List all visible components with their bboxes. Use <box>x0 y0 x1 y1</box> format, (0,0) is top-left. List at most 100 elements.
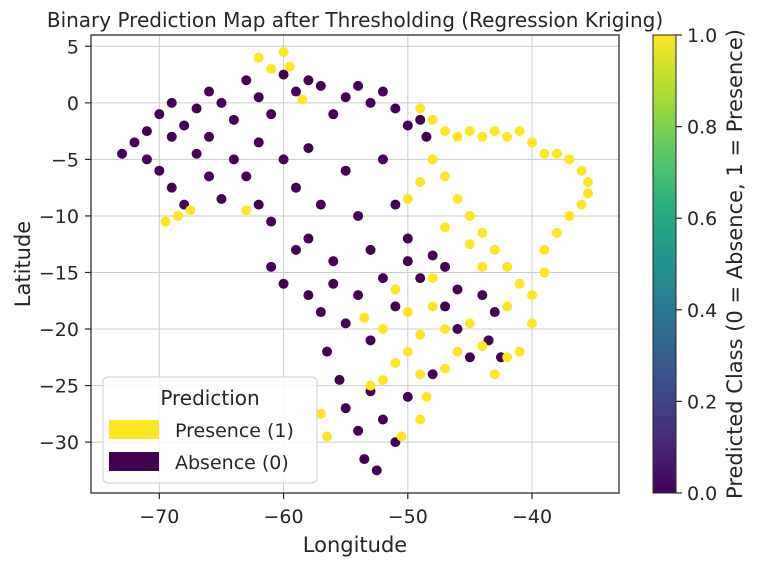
presence-point <box>253 52 264 63</box>
y-tick-label: 0 <box>67 93 79 115</box>
absence-point <box>340 403 351 414</box>
absence-point <box>154 109 165 120</box>
presence-point <box>477 227 488 238</box>
absence-point <box>365 97 376 108</box>
absence-point <box>402 233 413 244</box>
chart-title: Binary Prediction Map after Thresholding… <box>47 8 663 32</box>
colorbar-tick-label: 0.0 <box>687 483 717 505</box>
legend-label-presence: Presence (1) <box>175 420 294 442</box>
presence-point <box>452 193 463 204</box>
y-tick-label: −15 <box>39 262 79 284</box>
absence-point <box>328 256 339 267</box>
presence-point <box>365 380 376 391</box>
y-tick-label: −25 <box>39 376 79 398</box>
colorbar-ticks: 0.0 0.2 0.4 0.6 0.8 1.0 <box>676 25 717 505</box>
x-axis-label: Longitude <box>303 533 407 557</box>
absence-point <box>216 97 227 108</box>
absence-point <box>315 199 326 210</box>
absence-point <box>328 109 339 120</box>
absence-point <box>141 126 152 137</box>
absence-point <box>204 86 215 97</box>
legend: Prediction Presence (1) Absence (0) <box>102 376 318 484</box>
absence-point <box>328 278 339 289</box>
absence-point <box>290 182 301 193</box>
absence-point <box>117 148 128 159</box>
absence-point <box>228 154 239 165</box>
presence-point <box>427 301 438 312</box>
presence-point <box>415 369 426 380</box>
absence-point <box>241 75 252 86</box>
presence-point <box>489 369 500 380</box>
colorbar <box>652 34 677 494</box>
presence-point <box>415 329 426 340</box>
presence-point <box>527 137 538 148</box>
absence-point <box>204 131 215 142</box>
absence-point <box>377 414 388 425</box>
presence-point <box>539 267 550 278</box>
absence-point <box>353 290 364 301</box>
absence-point <box>290 86 301 97</box>
presence-point <box>527 318 538 329</box>
absence-point <box>390 103 401 114</box>
presence-point <box>477 131 488 142</box>
y-tick-label: −30 <box>39 432 79 454</box>
absence-point <box>464 352 475 363</box>
absence-point <box>191 103 202 114</box>
presence-point <box>464 318 475 329</box>
absence-point <box>303 290 314 301</box>
absence-point <box>402 256 413 267</box>
presence-point <box>514 126 525 137</box>
legend-swatch-absence <box>109 452 159 471</box>
presence-point <box>284 61 295 72</box>
y-axis-label: Latitude <box>11 221 35 307</box>
presence-point <box>489 126 500 137</box>
absence-point <box>166 182 177 193</box>
absence-point <box>390 301 401 312</box>
absence-point <box>365 335 376 346</box>
presence-point <box>514 346 525 357</box>
presence-point <box>477 340 488 351</box>
absence-point <box>489 307 500 318</box>
presence-point <box>315 408 326 419</box>
absence-point <box>253 137 264 148</box>
absence-point <box>477 290 488 301</box>
absence-point <box>353 210 364 221</box>
presence-point <box>402 307 413 318</box>
presence-point <box>427 154 438 165</box>
absence-point <box>390 199 401 210</box>
absence-point <box>315 307 326 318</box>
absence-point <box>278 154 289 165</box>
presence-point <box>551 148 562 159</box>
absence-point <box>340 318 351 329</box>
presence-point <box>551 227 562 238</box>
presence-point <box>576 199 587 210</box>
y-tick-label: 5 <box>67 36 79 58</box>
absence-point <box>154 165 165 176</box>
absence-point <box>334 374 345 385</box>
colorbar-tick-label: 0.8 <box>687 117 717 139</box>
presence-point <box>502 261 513 272</box>
absence-point <box>359 454 370 465</box>
absence-point <box>278 69 289 80</box>
presence-point <box>377 324 388 335</box>
presence-point <box>440 126 451 137</box>
presence-point <box>527 290 538 301</box>
presence-point <box>539 244 550 255</box>
presence-point <box>576 165 587 176</box>
presence-point <box>297 94 308 105</box>
x-tick-label: −60 <box>264 506 304 528</box>
presence-point <box>415 177 426 188</box>
absence-point <box>402 120 413 131</box>
presence-point <box>402 346 413 357</box>
presence-point <box>278 46 289 57</box>
scatter-points <box>117 46 593 476</box>
absence-point <box>216 193 227 204</box>
colorbar-label: Predicted Class (0 = Absence, 1 = Presen… <box>723 29 747 499</box>
presence-point <box>266 63 277 74</box>
presence-point <box>172 210 183 221</box>
presence-point <box>539 148 550 159</box>
presence-point <box>377 374 388 385</box>
absence-point <box>179 120 190 131</box>
presence-point <box>185 205 196 216</box>
absence-point <box>421 131 432 142</box>
